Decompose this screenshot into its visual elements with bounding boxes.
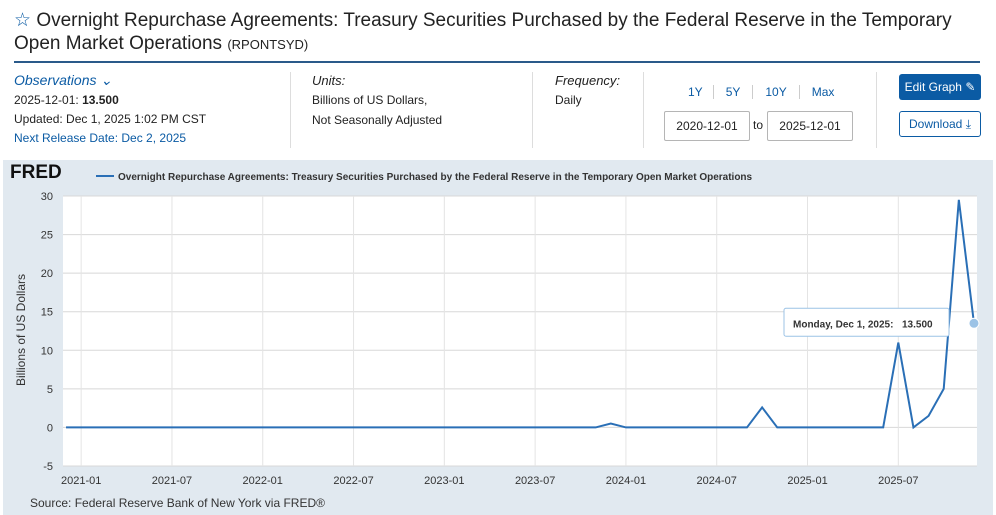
range-button[interactable]: 1Y (688, 85, 714, 99)
edit-text: Edit Graph (904, 80, 962, 94)
x-tick-label: 2022-07 (333, 475, 373, 487)
frequency-label: Frequency: (555, 73, 621, 88)
x-tick-label: 2025-07 (878, 475, 918, 487)
x-tick-label: 2021-01 (61, 475, 101, 487)
star[interactable]: ☆ (14, 10, 32, 31)
units-label: Units: (312, 73, 346, 88)
y-tick-label: 0 (47, 422, 53, 434)
sep (876, 72, 877, 148)
x-tick-label: 2025-01 (787, 475, 827, 487)
y-tick-label: 30 (41, 191, 53, 203)
observations-text: Observations (14, 72, 97, 88)
title: Overnight Repurchase Agreements: Treasur… (14, 10, 952, 54)
range-buttons: 1Y 5Y 10Y Max (688, 85, 846, 99)
latest-date: 2025-12-01: (14, 93, 79, 107)
x-tick-label: 2021-07 (152, 475, 192, 487)
tooltip (783, 307, 950, 337)
range-button[interactable]: 10Y (753, 85, 800, 99)
x-tick-label: 2022-01 (243, 475, 283, 487)
observations-label[interactable]: Observations ⌄ (14, 72, 113, 88)
updated: Updated: Dec 1, 2025 1:02 PM CST (14, 112, 207, 126)
edit-graph[interactable]: Edit Graph ✎ (899, 74, 981, 100)
end-date[interactable]: 2025-12-01 (767, 111, 853, 141)
chart: FRED Overnight Repurchase Agreements: Tr… (3, 160, 993, 515)
legend-entry: Overnight Repurchase Agreements: Treasur… (118, 172, 753, 183)
y-tick-label: -5 (43, 461, 53, 473)
x-tick-label: 2024-01 (606, 475, 646, 487)
units-line: Billions of US Dollars, (312, 93, 428, 107)
divider (14, 61, 980, 63)
hover-point (968, 317, 980, 329)
latest: 2025-12-01: 13.500 (14, 93, 119, 107)
x-tick-label: 2023-07 (515, 475, 555, 487)
x-tick-label: 2024-07 (697, 475, 737, 487)
sep (532, 72, 533, 148)
sep (290, 72, 291, 148)
download[interactable]: Download ⤓ (899, 111, 981, 137)
frequency-value: Daily (555, 93, 582, 107)
y-tick-label: 5 (47, 384, 53, 396)
series-id: (RPONTSYD) (227, 37, 309, 52)
start-date[interactable]: 2020-12-01 (664, 111, 750, 141)
y-tick-label: 15 (41, 307, 53, 319)
next-release[interactable]: Next Release Date: Dec 2, 2025 (14, 131, 187, 145)
x-tick-label: 2023-01 (424, 475, 464, 487)
download-text: Download (908, 117, 963, 131)
title-block: ☆ Overnight Repurchase Agreements: Treas… (14, 9, 974, 56)
to: to (753, 118, 764, 132)
y-axis-label: Billions of US Dollars (14, 274, 28, 386)
tooltip-label: Monday, Dec 1, 2025: (793, 319, 893, 330)
latest-value: 13.500 (82, 93, 119, 107)
series-line (66, 199, 975, 430)
source: Source: Federal Reserve Bank of New York… (30, 496, 325, 510)
units-line: Not Seasonally Adjusted (312, 113, 443, 127)
y-tick-label: 25 (41, 230, 53, 242)
logo: FRED (10, 162, 62, 183)
sep (643, 72, 644, 148)
y-tick-label: 10 (41, 345, 53, 357)
tooltip-value: 13.500 (902, 319, 933, 330)
range-button[interactable]: 5Y (714, 85, 754, 99)
y-tick-label: 20 (41, 268, 53, 280)
range-button[interactable]: Max (811, 85, 835, 99)
